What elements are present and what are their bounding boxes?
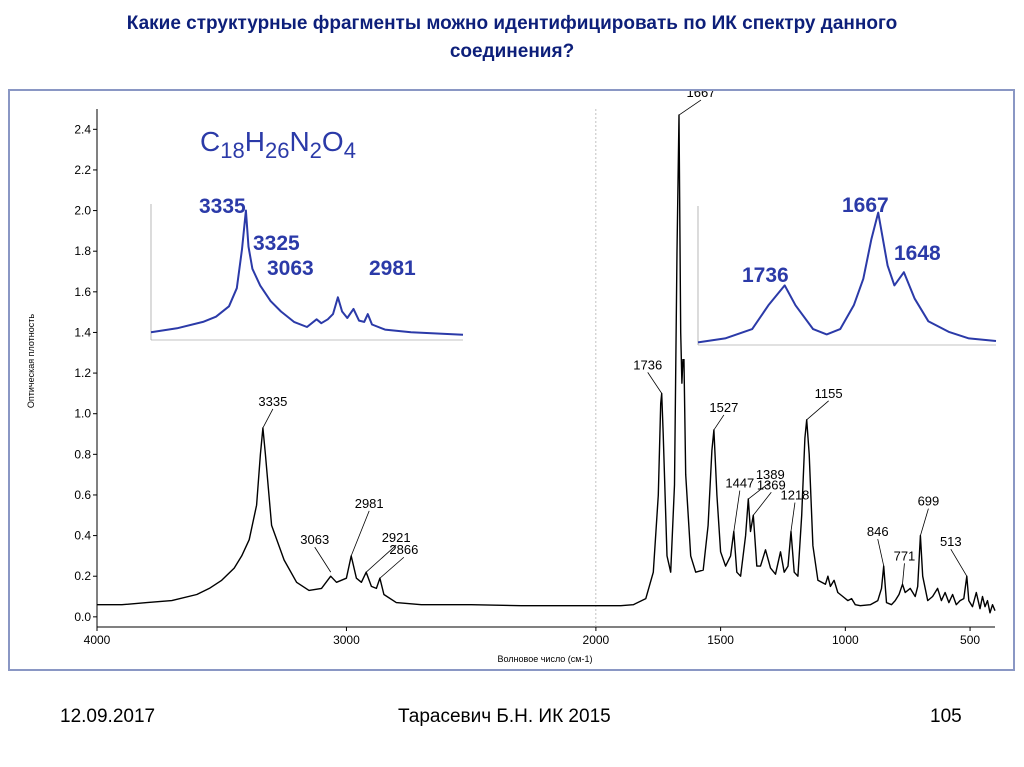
y-tick-label: 0.6 [74, 488, 91, 502]
peak-leader-line [733, 490, 741, 532]
peak-leader-line [379, 556, 405, 579]
peak-leader-line [365, 544, 397, 573]
inset-spectrum-line [150, 209, 464, 336]
inset-spectrum-line [697, 211, 997, 344]
peak-leader-line [262, 408, 274, 429]
slide-title-line2: соединения? [449, 41, 575, 62]
y-tick-label: 0.2 [74, 569, 91, 583]
formula-text: C18H26N2O4 [200, 126, 356, 163]
y-tick-label: 1.2 [74, 366, 91, 380]
peak-label-3335: 3335 [258, 394, 287, 409]
ir-spectrum-frame: 4000 3000 2000 1500 1000 500 0.0 0.2 0.4 0.6 0.8 1.… [8, 89, 1015, 671]
peak-label-1218: 1218 [780, 488, 809, 503]
peak-label-3063: 3063 [300, 532, 329, 547]
footer-page-number: 105 [930, 706, 962, 727]
peak-leader-line [877, 538, 885, 567]
y-tick-label: 2.2 [74, 163, 91, 177]
ir-spectrum-chart: 4000 3000 2000 1500 1000 500 0.0 0.2 0.4 0.6 0.8 1.… [26, 91, 996, 664]
x-tick-label: 1000 [832, 633, 859, 647]
x-tick-label: 500 [960, 633, 980, 647]
inset-carbonyl-chart: 1736 1667 1648 [697, 194, 997, 346]
inset-label-1648: 1648 [894, 242, 941, 265]
peak-label-1369: 1369 [757, 477, 786, 492]
y-tick-label: 1.6 [74, 285, 91, 299]
y-axis-title: Оптическая плотность [26, 314, 36, 408]
y-tick-label: 1.4 [74, 325, 91, 339]
x-tick-label: 2000 [583, 633, 610, 647]
inset-label-2981: 2981 [369, 257, 416, 280]
footer-author: Тарасевич Б.Н. ИК 2015 [398, 706, 611, 727]
inset-label-3325: 3325 [253, 232, 300, 255]
x-axis-title: Волновое число (см-1) [498, 654, 593, 664]
inset-label-1736: 1736 [742, 264, 789, 287]
inset-nh-ch-region: 3335 3325 3063 2981 [127, 194, 467, 354]
y-tick-label: 1.8 [74, 244, 91, 258]
inset-carbonyl-region: 1736 1667 1648 [682, 194, 1000, 359]
peak-label-2981: 2981 [355, 496, 384, 511]
molecular-formula: C18H26N2O4 [200, 126, 356, 163]
peak-label-1736: 1736 [633, 357, 662, 372]
inset-label-1667: 1667 [842, 194, 889, 217]
peak-leader-line [713, 414, 725, 431]
peak-leader-line [748, 481, 771, 500]
peak-leader-line [790, 502, 796, 532]
peak-leader-line [752, 492, 772, 516]
slide-title: Какие структурные фрагменты можно иденти… [40, 10, 984, 66]
y-tick-label: 2.0 [74, 204, 91, 218]
peak-label-2921: 2921 [382, 530, 411, 545]
peak-label-1155: 1155 [815, 386, 843, 401]
peak-leader-line [678, 99, 702, 116]
y-tick-label: 0.4 [74, 529, 91, 543]
x-tick-label: 4000 [84, 633, 111, 647]
peak-label-1667: 1667 [686, 91, 715, 100]
y-tick-label: 0.0 [74, 610, 91, 624]
peak-label-846: 846 [867, 524, 889, 539]
peak-label-1527: 1527 [709, 400, 738, 415]
peak-leader-line [314, 546, 332, 573]
slide-title-line1: Какие структурные фрагменты можно иденти… [126, 13, 898, 34]
x-tick-label: 3000 [333, 633, 360, 647]
inset-label-3335: 3335 [199, 195, 246, 218]
peak-leader-line [806, 400, 829, 421]
peak-label-699: 699 [918, 494, 940, 509]
inset-label-3063: 3063 [267, 257, 314, 280]
peak-label-2866: 2866 [389, 542, 418, 557]
peak-label-771: 771 [894, 548, 916, 563]
peak-label-513: 513 [940, 534, 962, 549]
footer-date: 12.09.2017 [60, 706, 156, 727]
peak-label-1447: 1447 [725, 476, 754, 491]
peak-leader-line [950, 549, 968, 577]
peak-label-1389: 1389 [756, 467, 785, 482]
peak-leader-line [647, 372, 663, 394]
peak-leader-line [350, 510, 370, 557]
y-tick-label: 0.8 [74, 447, 91, 461]
peak-leader-line [920, 508, 929, 536]
peak-leader-line [902, 563, 905, 585]
y-tick-label: 2.4 [74, 122, 91, 136]
y-tick-label: 1.0 [74, 407, 91, 421]
x-tick-label: 1500 [707, 633, 734, 647]
spectrum-line [97, 114, 996, 614]
